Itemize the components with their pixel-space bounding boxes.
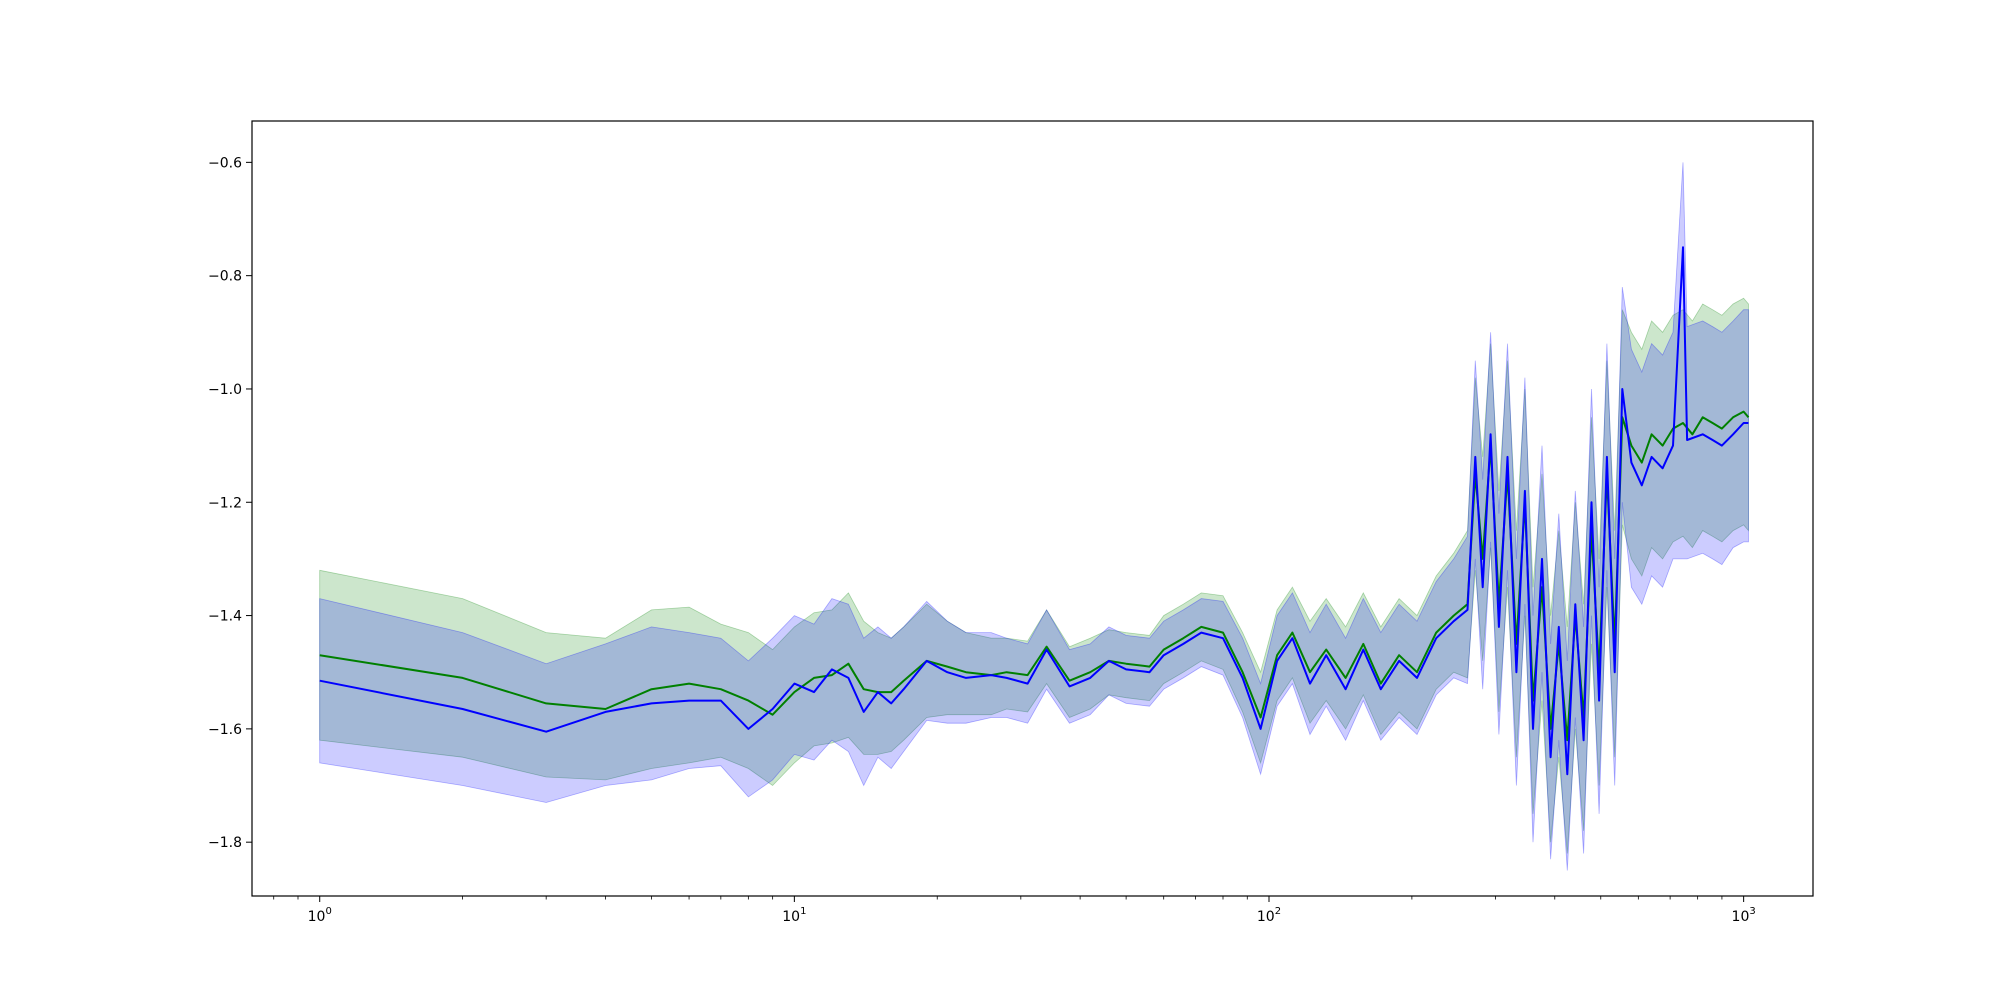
blue-series-band (319, 162, 1749, 871)
x-tick-label: 100 (308, 906, 332, 925)
green-series-band (319, 297, 1749, 854)
y-tick-label: −1.4 (208, 609, 242, 625)
x-axis: 100 101 102 103 (273, 896, 1756, 925)
y-tick-label: −0.8 (208, 269, 242, 285)
series-lines (319, 246, 1750, 776)
blue-series-line (319, 246, 1749, 776)
y-tick-label: −1.2 (208, 495, 242, 511)
confidence-bands (319, 162, 1749, 871)
y-tick-label: −1.8 (208, 835, 242, 851)
y-axis: −0.6 −0.8 −1.0 −1.2 −1.4 −1.6 −1.8 (208, 155, 252, 851)
y-tick-label: −1.0 (208, 382, 242, 398)
x-tick-label: 101 (782, 906, 806, 925)
x-tick-label: 102 (1257, 906, 1281, 925)
y-tick-label: −0.6 (208, 155, 242, 171)
plot-frame (251, 120, 1814, 897)
x-tick-label: 103 (1732, 906, 1756, 925)
y-tick-label: −1.6 (208, 722, 242, 738)
